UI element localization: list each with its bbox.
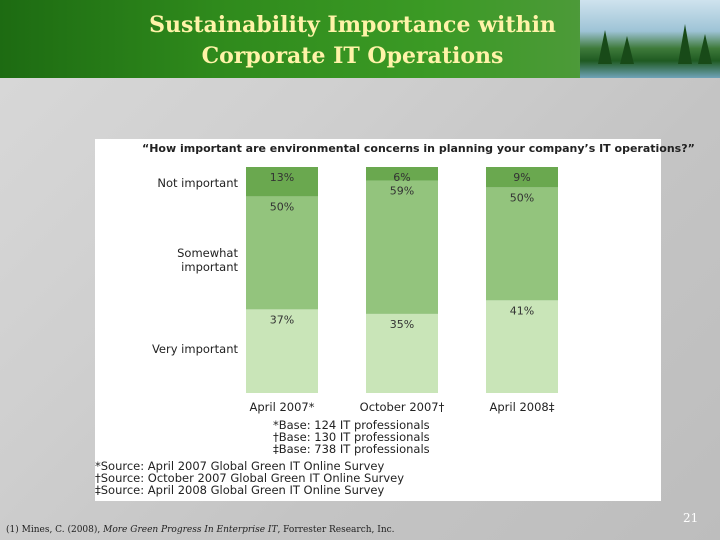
bar-segment-very-important	[486, 300, 558, 393]
data-label: 13%	[270, 171, 294, 184]
bar-segment-not-important	[246, 167, 318, 197]
chart-title: “How important are environmental concern…	[142, 142, 695, 155]
bar-segment-not-important	[366, 167, 438, 181]
footnote-prefix: (1) Mines, C. (2008),	[6, 525, 101, 535]
data-label: 35%	[390, 318, 414, 331]
source-note: *Source: April 2007 Global Green IT Onli…	[95, 459, 385, 473]
bar-segment-somewhat-important	[246, 196, 318, 310]
category-label: April 2007*	[250, 400, 315, 414]
base-notes: *Base: 124 IT professionals †Base: 130 I…	[273, 419, 430, 455]
footnote-suffix: , Forrester Research, Inc.	[277, 525, 395, 535]
data-label: 6%	[393, 171, 410, 184]
legend-label: Not important	[157, 176, 238, 190]
legend-label: Somewhat	[177, 246, 238, 260]
slide-title-line-2: Corporate IT Operations	[201, 43, 504, 69]
footnote-title: More Green Progress In Enterprise IT	[103, 525, 278, 535]
data-label: 50%	[270, 200, 294, 213]
landscape-image	[580, 0, 720, 78]
base-note: †Base: 130 IT professionals	[273, 430, 430, 444]
base-note: ‡Base: 738 IT professionals	[273, 442, 430, 456]
slide-title-line-1: Sustainability Importance within	[149, 12, 556, 38]
category-label: October 2007†	[360, 400, 445, 414]
slide-title: Sustainability Importance within Corpora…	[120, 10, 585, 72]
bar-segment-very-important	[366, 313, 438, 393]
legend-label: important	[181, 260, 238, 274]
chart-panel: “How important are environmental concern…	[95, 139, 695, 501]
base-note: *Base: 124 IT professionals	[273, 418, 430, 432]
data-label: 59%	[390, 185, 414, 198]
stacked-bar-chart: 37% 50% 13% April 2007* 35% 59%6% October 2007…	[152, 167, 558, 414]
bar-segment-very-important	[246, 309, 318, 393]
source-note: ‡Source: April 2008 Global Green IT Onli…	[95, 483, 385, 497]
legend-label: Very important	[152, 342, 239, 356]
data-label: 9%	[513, 171, 530, 184]
footnote: (1) Mines, C. (2008), More Green Progres…	[6, 525, 395, 535]
data-label: 50%	[510, 191, 534, 204]
data-label: 37%	[270, 313, 294, 326]
bar-segment-not-important	[486, 167, 558, 188]
data-label: 41%	[510, 304, 534, 317]
source-note: †Source: October 2007 Global Green IT On…	[95, 471, 405, 485]
bar-segment-somewhat-important	[486, 187, 558, 301]
category-label: April 2008‡	[490, 400, 555, 414]
page-number: 21	[683, 511, 699, 525]
bar-segment-somewhat-important	[366, 180, 438, 314]
source-notes: *Source: April 2007 Global Green IT Onli…	[95, 460, 404, 496]
